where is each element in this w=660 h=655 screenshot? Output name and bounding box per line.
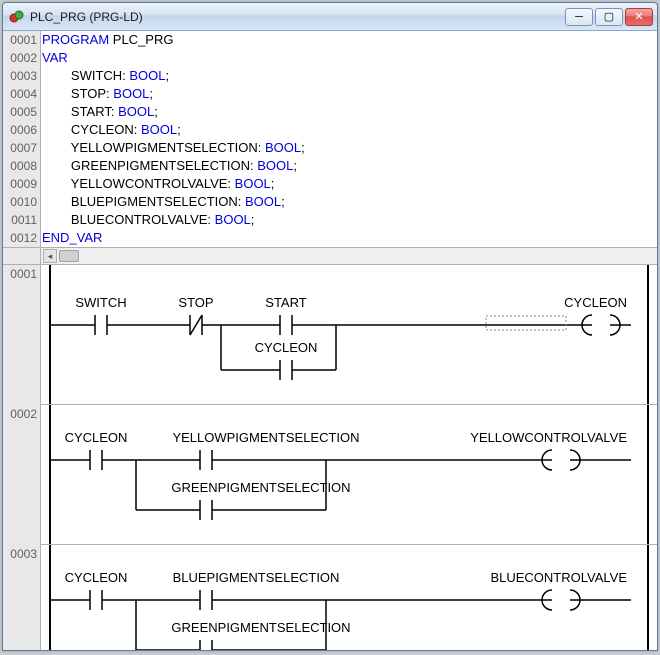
- code-text[interactable]: VAR: [41, 49, 68, 67]
- code-text[interactable]: CYCLEON: BOOL;: [41, 121, 181, 139]
- code-line[interactable]: 0007 YELLOWPIGMENTSELECTION: BOOL;: [3, 139, 657, 157]
- rung[interactable]: CYCLEON BLUEPIGMENTSELECTION GREENPIGMENTS…: [41, 545, 657, 650]
- code-line[interactable]: 0011 BLUECONTROLVALVE: BOOL;: [3, 211, 657, 229]
- code-line[interactable]: 0008 GREENPIGMENTSELECTION: BOOL;: [3, 157, 657, 175]
- scroll-thumb[interactable]: [59, 250, 79, 262]
- line-number: 0011: [3, 211, 41, 229]
- rung[interactable]: CYCLEON YELLOWPIGMENTSELECTION GREENPIGMEN…: [41, 405, 657, 545]
- svg-text:SWITCH: SWITCH: [75, 295, 126, 310]
- svg-text:CYCLEON: CYCLEON: [65, 570, 128, 585]
- rung[interactable]: SWITCH STOP START CYCLEON CYCLEON: [41, 265, 657, 405]
- svg-text:CYCLEON: CYCLEON: [65, 430, 128, 445]
- code-text[interactable]: YELLOWCONTROLVALVE: BOOL;: [41, 175, 274, 193]
- rung-number: 0002: [3, 405, 40, 545]
- ladder-editor[interactable]: 000100020003 SWITCHSTOPSTARTCYCLEONCYCLE…: [3, 265, 657, 650]
- line-number: 0006: [3, 121, 41, 139]
- close-button[interactable]: ✕: [625, 8, 653, 26]
- svg-text:YELLOWPIGMENTSELECTION: YELLOWPIGMENTSELECTION: [172, 430, 359, 445]
- code-text[interactable]: END_VAR: [41, 229, 102, 247]
- hscrollbar[interactable]: ◂: [3, 247, 657, 265]
- svg-text:GREENPIGMENTSELECTION: GREENPIGMENTSELECTION: [171, 620, 350, 635]
- ladder-body[interactable]: SWITCH STOP START CYCLEON CYCLEON CYCLEON YELL…: [41, 265, 657, 650]
- line-number: 0005: [3, 103, 41, 121]
- window-title: PLC_PRG (PRG-LD): [30, 10, 565, 24]
- program-icon: [9, 9, 25, 25]
- line-number: 0010: [3, 193, 41, 211]
- window-controls: ─ ▢ ✕: [565, 8, 653, 26]
- rung-number: 0003: [3, 545, 40, 650]
- line-number: 0001: [3, 31, 41, 49]
- code-line[interactable]: 0002VAR: [3, 49, 657, 67]
- line-number: 0008: [3, 157, 41, 175]
- line-number: 0009: [3, 175, 41, 193]
- code-line[interactable]: 0010 BLUEPIGMENTSELECTION: BOOL;: [3, 193, 657, 211]
- line-number: 0002: [3, 49, 41, 67]
- code-line[interactable]: 0012END_VAR: [3, 229, 657, 247]
- code-line[interactable]: 0009 YELLOWCONTROLVALVE: BOOL;: [3, 175, 657, 193]
- line-number: 0007: [3, 139, 41, 157]
- minimize-button[interactable]: ─: [565, 8, 593, 26]
- svg-text:CYCLEON: CYCLEON: [564, 295, 627, 310]
- maximize-button[interactable]: ▢: [595, 8, 623, 26]
- scroll-left-icon[interactable]: ◂: [43, 249, 57, 263]
- line-number: 0012: [3, 229, 41, 247]
- code-line[interactable]: 0005 START: BOOL;: [3, 103, 657, 121]
- svg-text:BLUECONTROLVALVE: BLUECONTROLVALVE: [490, 570, 627, 585]
- svg-text:START: START: [265, 295, 306, 310]
- code-text[interactable]: SWITCH: BOOL;: [41, 67, 169, 85]
- code-text[interactable]: START: BOOL;: [41, 103, 158, 121]
- ladder-gutter: 000100020003: [3, 265, 41, 650]
- svg-text:YELLOWCONTROLVALVE: YELLOWCONTROLVALVE: [470, 430, 627, 445]
- rung-number: 0001: [3, 265, 40, 405]
- plc-editor-window: PLC_PRG (PRG-LD) ─ ▢ ✕ 0001PROGRAM PLC_P…: [2, 2, 658, 651]
- line-number: 0003: [3, 67, 41, 85]
- code-line[interactable]: 0006 CYCLEON: BOOL;: [3, 121, 657, 139]
- code-line[interactable]: 0003 SWITCH: BOOL;: [3, 67, 657, 85]
- code-text[interactable]: YELLOWPIGMENTSELECTION: BOOL;: [41, 139, 305, 157]
- editor-content: 0001PROGRAM PLC_PRG0002VAR0003 SWITCH: B…: [3, 31, 657, 650]
- code-line[interactable]: 0001PROGRAM PLC_PRG: [3, 31, 657, 49]
- svg-text:BLUEPIGMENTSELECTION: BLUEPIGMENTSELECTION: [173, 570, 340, 585]
- code-text[interactable]: PROGRAM PLC_PRG: [41, 31, 173, 49]
- code-text[interactable]: BLUECONTROLVALVE: BOOL;: [41, 211, 254, 229]
- line-number: 0004: [3, 85, 41, 103]
- svg-text:CYCLEON: CYCLEON: [255, 340, 318, 355]
- code-text[interactable]: GREENPIGMENTSELECTION: BOOL;: [41, 157, 297, 175]
- svg-text:GREENPIGMENTSELECTION: GREENPIGMENTSELECTION: [171, 480, 350, 495]
- code-text[interactable]: BLUEPIGMENTSELECTION: BOOL;: [41, 193, 285, 211]
- declaration-editor[interactable]: 0001PROGRAM PLC_PRG0002VAR0003 SWITCH: B…: [3, 31, 657, 247]
- code-line[interactable]: 0004 STOP: BOOL;: [3, 85, 657, 103]
- titlebar[interactable]: PLC_PRG (PRG-LD) ─ ▢ ✕: [3, 3, 657, 31]
- svg-text:STOP: STOP: [178, 295, 213, 310]
- code-text[interactable]: STOP: BOOL;: [41, 85, 153, 103]
